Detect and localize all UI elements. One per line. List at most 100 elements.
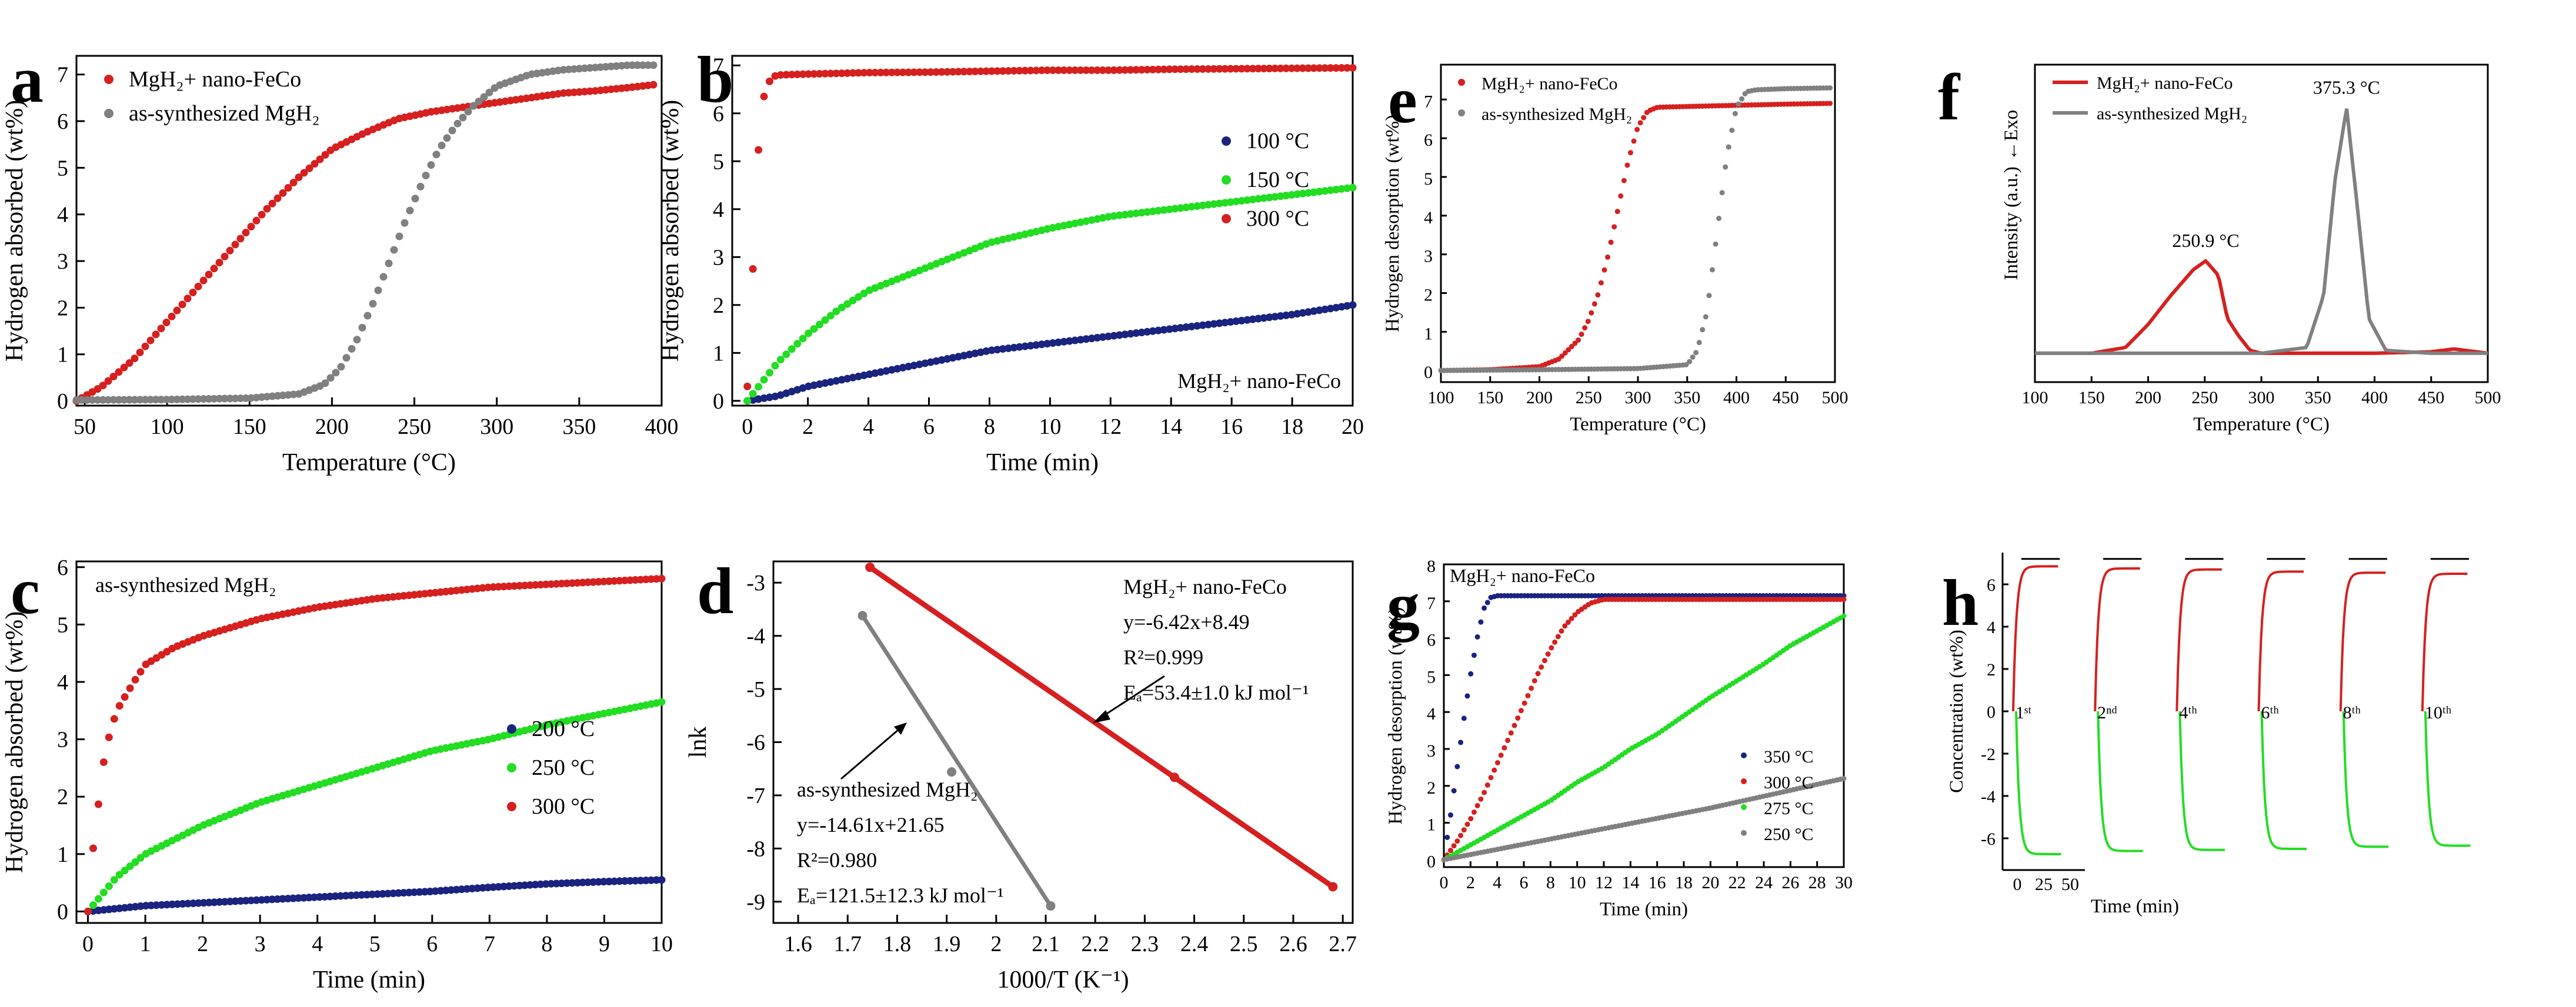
data-point (749, 390, 757, 398)
x-tick-label: 2.5 (1230, 932, 1258, 956)
data-point (1454, 764, 1460, 770)
fit-line (860, 614, 1053, 907)
data-point (1687, 359, 1693, 364)
data-point (1451, 788, 1457, 794)
data-point (115, 368, 123, 376)
data-point (1484, 600, 1490, 605)
data-point (760, 92, 768, 101)
series-250-c (84, 698, 666, 915)
data-point (1562, 350, 1568, 356)
data-point (480, 93, 488, 101)
data-point (843, 69, 852, 77)
cycle-3: 4ᵗʰ (2175, 558, 2225, 851)
data-point (1337, 64, 1346, 72)
data-point (126, 684, 134, 692)
data-point (1099, 66, 1107, 74)
x-tick-label: 4 (1493, 873, 1501, 892)
series-as-synthesized-mgh- (1438, 85, 1833, 373)
cycle-label: 10ᵗʰ (2425, 703, 2452, 722)
data-point (475, 98, 483, 106)
chart-g: 0 2 4 6 8 10 12 14 16 18 20 22 24 26 28 30012345678Time… (1385, 557, 1853, 920)
legend-marker (1741, 804, 1747, 810)
data-point (1149, 65, 1157, 73)
data-point (194, 282, 202, 290)
data-point (1326, 186, 1334, 195)
data-point (115, 396, 123, 404)
data-point (644, 61, 652, 69)
x-tick-label: 350 (2305, 388, 2331, 407)
data-point (1260, 65, 1268, 73)
data-point (899, 68, 907, 76)
data-point (78, 396, 86, 404)
x-tick-label: 6 (923, 414, 935, 439)
x-tick-label: 0 (1440, 873, 1449, 892)
data-point (1726, 144, 1731, 150)
data-point (1199, 201, 1207, 209)
data-point (832, 307, 840, 316)
data-point (1176, 324, 1184, 332)
y-tick-label: 3 (57, 249, 68, 274)
chart-e: 100 150 200 250 300 350 400 450 500 0 1 2 3 4 5 6 7 Tempe… (1382, 63, 1848, 435)
data-point (342, 354, 351, 362)
panel-annotation: MgH₂+ nano-FeCo (1177, 369, 1341, 393)
data-point (1137, 209, 1146, 217)
data-point (1143, 327, 1152, 336)
y-tick-label: 4 (713, 198, 724, 222)
data-point (1187, 203, 1196, 211)
x-tick-label: 6 (426, 932, 438, 956)
data-point (1026, 342, 1035, 350)
legend-label: MgH₂+ nano-FeCo (1481, 74, 1618, 93)
data-point (1700, 327, 1706, 333)
series-as-synthesized (857, 611, 1056, 911)
x-tick-label: 8 (1546, 873, 1555, 892)
data-point (1614, 209, 1620, 215)
peak-label: 250.9 °C (2172, 230, 2239, 251)
data-point (1076, 66, 1085, 74)
data-point (1226, 198, 1234, 206)
data-point (910, 68, 918, 76)
panel-letter: b (697, 44, 733, 116)
panel-letter: a (11, 44, 44, 116)
x-tick-label: 8 (541, 932, 552, 956)
legend-marker (507, 763, 516, 772)
data-point (1046, 901, 1056, 911)
y-tick-label: 4 (57, 670, 68, 695)
panel-annotation: as-synthesized MgH₂ (95, 573, 276, 597)
y-tick-label: 6 (1424, 131, 1433, 150)
data-point (247, 222, 255, 230)
data-point (1126, 210, 1134, 218)
data-point (849, 296, 857, 305)
x-tick-label: 2.7 (1329, 932, 1357, 956)
data-point (1237, 197, 1246, 205)
data-point (776, 356, 785, 364)
y-tick-label: 1 (57, 343, 68, 367)
y-tick-label: 0 (1987, 702, 1996, 722)
data-point (821, 69, 829, 78)
y-tick-label: 0 (57, 389, 68, 414)
data-point (1215, 65, 1223, 73)
data-point (72, 396, 81, 404)
data-point (1176, 204, 1184, 212)
legend-label: as-synthesized MgH₂ (2097, 104, 2247, 123)
data-point (760, 376, 768, 384)
y-tick-label: 5 (57, 613, 68, 637)
data-point (1010, 343, 1018, 352)
data-point (1276, 192, 1284, 200)
x-tick-label: 400 (645, 414, 679, 439)
x-tick-label: 0 (742, 414, 753, 439)
fit-annotation-fe: MgH₂+ nano-FeCo (1123, 575, 1287, 598)
panel-letter: c (11, 555, 40, 628)
data-point (649, 61, 658, 69)
series-150-c (743, 183, 1357, 405)
y-tick-label: -7 (746, 784, 765, 808)
data-point (1176, 65, 1184, 73)
x-tick-label: 7 (484, 932, 495, 956)
data-point (136, 348, 144, 356)
data-point (1539, 664, 1544, 670)
x-tick-label: 2.3 (1131, 932, 1159, 956)
data-point (926, 68, 935, 76)
data-point (1827, 101, 1833, 106)
y-axis-label: Intensity (a.u.) (2001, 166, 2022, 280)
data-point (1243, 196, 1252, 204)
